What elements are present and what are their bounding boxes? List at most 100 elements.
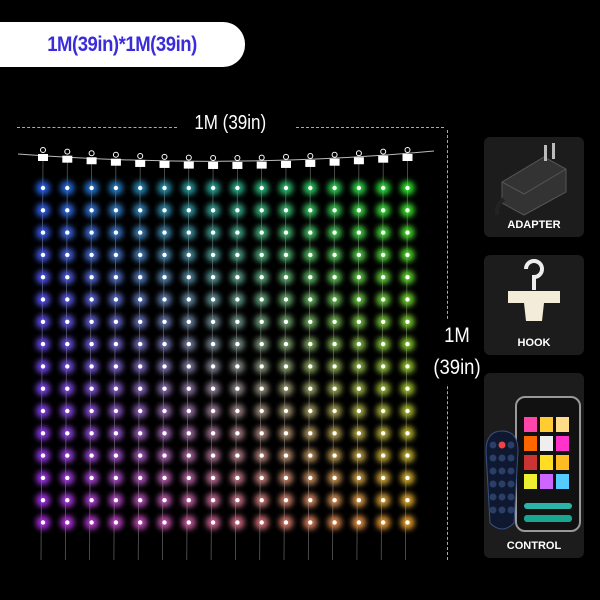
led bbox=[89, 364, 94, 369]
led bbox=[162, 341, 167, 347]
led bbox=[283, 341, 289, 347]
led bbox=[356, 297, 362, 302]
led bbox=[259, 208, 264, 213]
led bbox=[283, 230, 289, 235]
led bbox=[138, 208, 143, 213]
led bbox=[235, 185, 240, 191]
led bbox=[356, 408, 362, 414]
led bbox=[308, 408, 313, 414]
led bbox=[235, 208, 240, 213]
led bbox=[40, 520, 46, 525]
hook-clip bbox=[256, 161, 267, 169]
hook-clip bbox=[305, 159, 316, 167]
led bbox=[113, 230, 119, 235]
remote-button bbox=[498, 480, 506, 488]
led bbox=[113, 252, 119, 258]
led bbox=[235, 297, 240, 302]
led bbox=[65, 453, 70, 458]
led bbox=[138, 520, 143, 525]
led bbox=[210, 230, 216, 235]
hook-clip bbox=[329, 158, 340, 166]
led bbox=[235, 386, 240, 391]
led bbox=[113, 431, 119, 436]
app-tile bbox=[540, 417, 553, 432]
led bbox=[308, 297, 313, 302]
led bbox=[283, 208, 289, 213]
led bbox=[138, 498, 143, 503]
led bbox=[405, 341, 410, 347]
led bbox=[356, 386, 362, 391]
hook-clip bbox=[402, 154, 413, 161]
led bbox=[89, 230, 94, 235]
led bbox=[405, 185, 410, 191]
led bbox=[65, 208, 70, 213]
led bbox=[89, 341, 94, 347]
led bbox=[186, 341, 191, 347]
led-strand bbox=[133, 152, 148, 561]
led bbox=[186, 386, 191, 391]
remote-button bbox=[489, 480, 497, 488]
led bbox=[405, 386, 410, 391]
led bbox=[259, 185, 264, 191]
remote-and-phone-icon bbox=[485, 396, 581, 532]
led-strand bbox=[327, 151, 342, 561]
led bbox=[405, 275, 410, 280]
led bbox=[235, 341, 240, 347]
led bbox=[405, 475, 410, 481]
remote-button bbox=[489, 454, 497, 462]
led bbox=[89, 252, 94, 258]
led bbox=[113, 408, 119, 414]
led bbox=[235, 275, 240, 280]
led-strand bbox=[84, 150, 99, 561]
remote-button bbox=[489, 506, 497, 514]
led bbox=[308, 208, 313, 213]
led-strand bbox=[303, 152, 318, 561]
led bbox=[113, 498, 119, 503]
led bbox=[113, 319, 119, 324]
led bbox=[283, 520, 289, 525]
led bbox=[332, 230, 337, 235]
led bbox=[210, 431, 216, 436]
led bbox=[89, 475, 94, 481]
led bbox=[65, 431, 70, 436]
led bbox=[356, 498, 362, 503]
led bbox=[40, 185, 46, 191]
led bbox=[65, 319, 70, 324]
led bbox=[332, 408, 337, 414]
remote-button bbox=[507, 441, 515, 449]
led bbox=[40, 475, 46, 481]
led bbox=[40, 341, 46, 347]
led bbox=[210, 297, 216, 302]
led bbox=[186, 297, 191, 302]
led bbox=[283, 297, 289, 302]
remote-button bbox=[498, 493, 506, 501]
led bbox=[162, 364, 167, 369]
power-adapter-icon bbox=[494, 143, 567, 216]
led bbox=[210, 498, 216, 503]
led-strand bbox=[279, 153, 293, 561]
led bbox=[381, 408, 386, 414]
led bbox=[332, 364, 337, 369]
led bbox=[40, 386, 46, 391]
led bbox=[381, 275, 386, 280]
led bbox=[186, 498, 191, 503]
led bbox=[308, 230, 313, 235]
adapter-label: ADAPTER bbox=[507, 219, 561, 231]
led bbox=[259, 252, 264, 258]
led bbox=[405, 431, 410, 436]
led-strand bbox=[36, 147, 50, 561]
led bbox=[283, 386, 289, 391]
led bbox=[235, 453, 240, 458]
led bbox=[405, 520, 410, 525]
led bbox=[235, 498, 240, 503]
led bbox=[283, 252, 289, 258]
led bbox=[405, 230, 410, 235]
led bbox=[162, 386, 167, 391]
hook-clip bbox=[208, 161, 219, 169]
led bbox=[283, 498, 289, 503]
led bbox=[210, 364, 216, 369]
led bbox=[65, 364, 70, 369]
led bbox=[40, 297, 46, 302]
led bbox=[65, 498, 70, 503]
remote-button bbox=[507, 493, 515, 501]
